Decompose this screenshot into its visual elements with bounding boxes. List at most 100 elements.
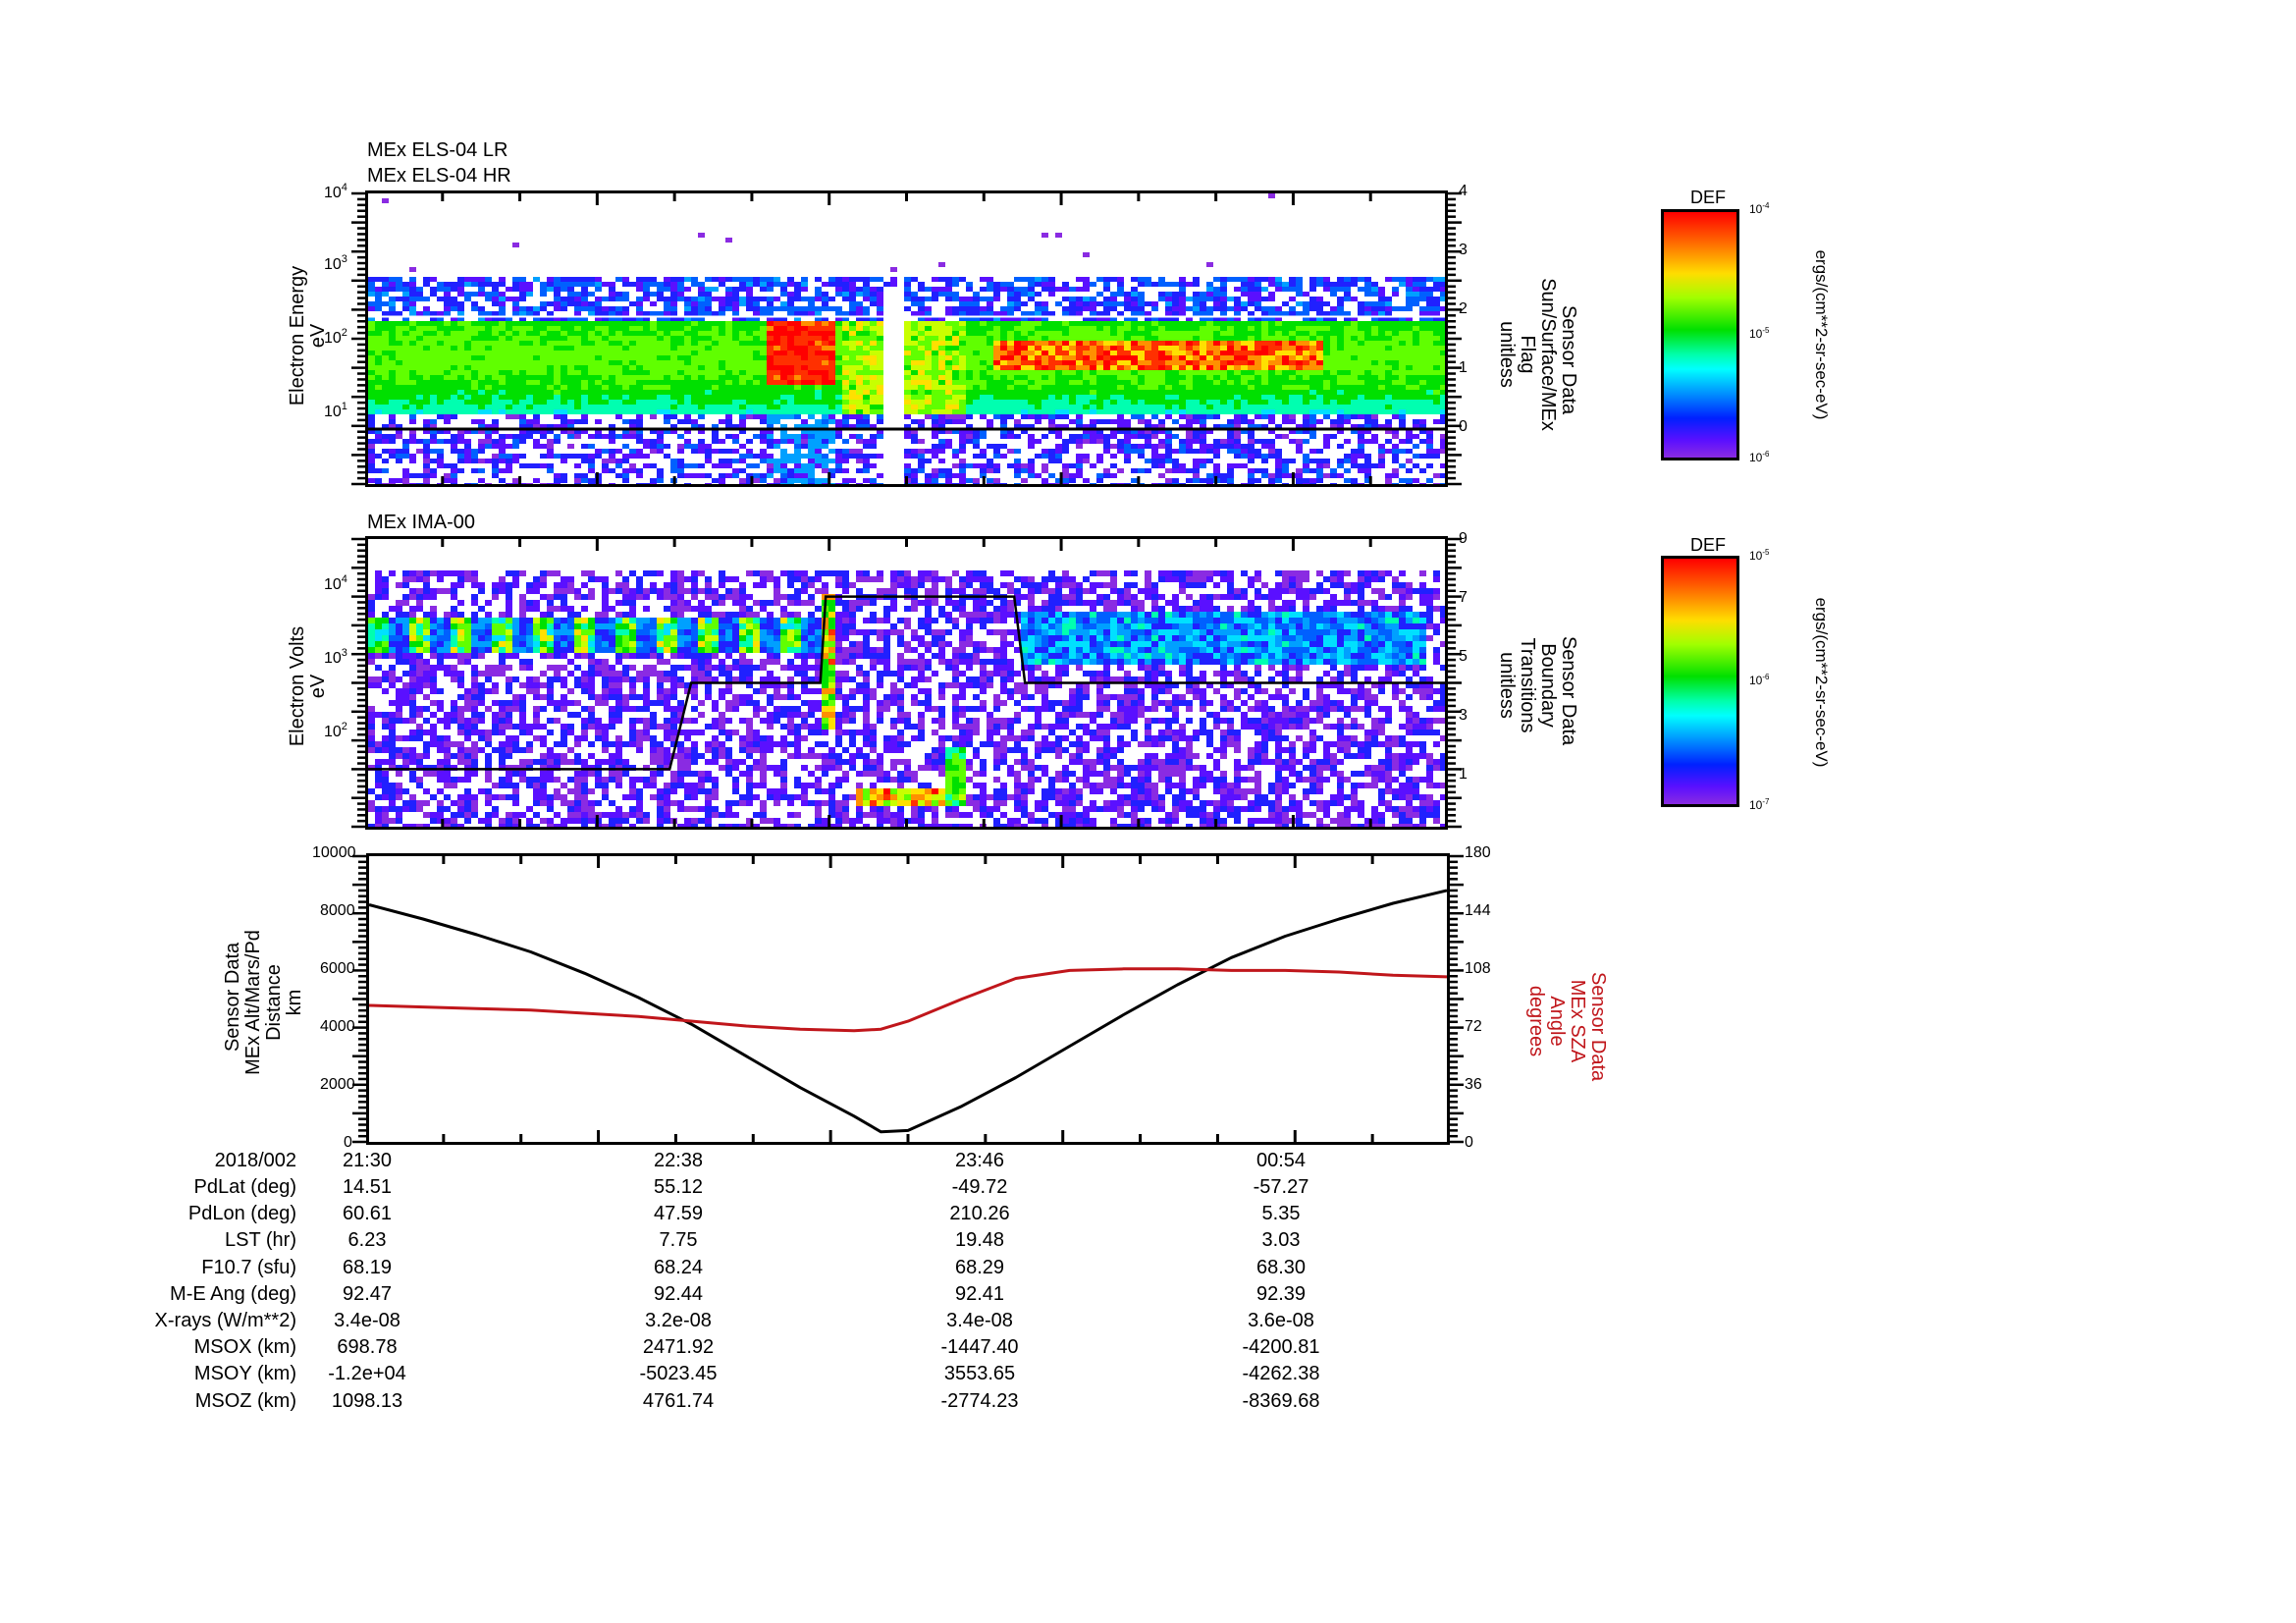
ephemeris-value: 14.51 <box>342 1176 393 1198</box>
els-colorbar-top: 10-4 <box>1749 201 1770 216</box>
ephemeris-row-label: PdLon (deg) <box>187 1203 296 1225</box>
ima-ylabel: Electron Volts eV <box>287 625 329 747</box>
orbit-ytick-6000: 6000 <box>320 960 355 977</box>
ima-right-ylabel: Sensor Data Boundary Transitions unitless <box>1496 635 1579 746</box>
ima-heatmap <box>368 570 1445 827</box>
orbit-right-ylabel: Sensor Data MEx SZA Angle degrees <box>1525 971 1609 1082</box>
ephemeris-row-label: PdLat (deg) <box>193 1176 296 1198</box>
ephemeris-value: -49.72 <box>951 1176 1008 1198</box>
els-right-ytick-2: 2 <box>1459 300 1468 317</box>
els-right-ytick-3: 3 <box>1459 242 1468 258</box>
ephemeris-value: 3.03 <box>1261 1229 1301 1252</box>
orbit-ytick-0: 0 <box>344 1134 352 1151</box>
orbit-ylabel: Sensor Data MEx Alt/Mars/Pd Distance km <box>222 930 305 1075</box>
ephemeris-value: -5023.45 <box>639 1363 718 1385</box>
els-right-ytick-4: 4 <box>1459 183 1468 199</box>
ima-right-ytick-7: 7 <box>1459 589 1468 606</box>
orbit-right-ytick-72: 72 <box>1465 1018 1482 1035</box>
ima-right-ytick-5: 5 <box>1459 648 1468 665</box>
ephemeris-row-label: MSOY (km) <box>193 1363 296 1385</box>
ephemeris-value: -1.2e+04 <box>328 1363 406 1385</box>
ephemeris-value: 6.23 <box>347 1229 387 1252</box>
ephemeris-value: 55.12 <box>653 1176 704 1198</box>
els-title-hr: MEx ELS-04 HR <box>367 165 511 187</box>
els-title-lr: MEx ELS-04 LR <box>367 139 508 161</box>
ima-right-ytick-9: 9 <box>1459 530 1468 547</box>
orbit-ytick-8000: 8000 <box>320 902 355 919</box>
ephemeris-time-2: 23:46 <box>954 1150 1005 1171</box>
ephemeris-time-3: 00:54 <box>1255 1150 1307 1171</box>
els-colorbar <box>1661 209 1739 460</box>
ephemeris-date: 2018/002 <box>214 1150 296 1171</box>
orbit-right-ytick-144: 144 <box>1465 902 1491 919</box>
ephemeris-value: 2471.92 <box>642 1336 715 1359</box>
ephemeris-value: 4761.74 <box>642 1389 715 1412</box>
ephemeris-value: 92.39 <box>1255 1282 1307 1305</box>
ephemeris-value: -1447.40 <box>940 1336 1019 1359</box>
els-colorbar-bottom: 10-6 <box>1749 450 1770 464</box>
ephemeris-value: 3.6e-08 <box>1248 1310 1314 1331</box>
ephemeris-time-0: 21:30 <box>342 1150 393 1171</box>
orbit-ytick-10000: 10000 <box>312 844 356 861</box>
ima-colorbar-units: ergs/(cm**2-sr-sec-eV) <box>1812 597 1831 768</box>
ima-right-ytick-1: 1 <box>1459 766 1468 783</box>
els-ytick-10e1: 101 <box>324 401 347 420</box>
ephemeris-value: 68.19 <box>342 1256 393 1278</box>
ima-colorbar-mid: 10-6 <box>1749 673 1770 687</box>
els-ytick-10e4: 104 <box>324 182 347 201</box>
ephemeris-time-1: 22:38 <box>653 1150 704 1171</box>
ima-colorbar-top: 10-5 <box>1749 548 1770 563</box>
els-ytick-10e3: 103 <box>324 253 347 273</box>
orbit-right-ytick-108: 108 <box>1465 960 1491 977</box>
ima-right-ytick-3: 3 <box>1459 707 1468 724</box>
ima-colorbar-title: DEF <box>1690 535 1726 555</box>
orbit-right-ytick-180: 180 <box>1465 844 1491 861</box>
ephemeris-value: 60.61 <box>342 1203 393 1225</box>
orbit-plot <box>366 853 1450 1145</box>
ephemeris-value: 210.26 <box>949 1203 1010 1225</box>
els-colorbar-mid: 10-5 <box>1749 326 1770 341</box>
orbit-ytick-4000: 4000 <box>320 1018 355 1035</box>
ephemeris-value: 19.48 <box>954 1229 1005 1252</box>
ima-ytick-10e2: 102 <box>324 721 347 740</box>
ephemeris-value: 47.59 <box>653 1203 704 1225</box>
ephemeris-row-label: LST (hr) <box>225 1229 296 1252</box>
ephemeris-value: 3553.65 <box>943 1363 1016 1385</box>
els-right-ylabel: Sensor Data Sun/Surface/MEx Flag unitless <box>1496 278 1579 431</box>
ima-title: MEx IMA-00 <box>367 512 476 533</box>
els-ylabel: Electron Energy eV <box>287 265 329 406</box>
ephemeris-value: -4200.81 <box>1242 1336 1320 1359</box>
ima-ytick-10e4: 104 <box>324 573 347 593</box>
ima-colorbar-bottom: 10-7 <box>1749 797 1770 812</box>
ephemeris-row-label: F10.7 (sfu) <box>201 1256 296 1278</box>
els-colorbar-units: ergs/(cm**2-sr-sec-eV) <box>1812 249 1831 420</box>
ephemeris-value: 3.4e-08 <box>334 1310 400 1331</box>
ephemeris-value: 92.41 <box>954 1282 1005 1305</box>
els-right-ytick-1: 1 <box>1459 359 1468 376</box>
ephemeris-value: -8369.68 <box>1242 1389 1320 1412</box>
ephemeris-value: 3.4e-08 <box>946 1310 1013 1331</box>
ephemeris-value: 3.2e-08 <box>645 1310 712 1331</box>
ephemeris-row-label: X-rays (W/m**2) <box>154 1310 296 1331</box>
ephemeris-row-label: M-E Ang (deg) <box>170 1282 296 1305</box>
ephemeris-value: 68.30 <box>1255 1256 1307 1278</box>
ephemeris-value: 698.78 <box>337 1336 398 1359</box>
ephemeris-value: 68.24 <box>653 1256 704 1278</box>
ephemeris-value: 5.35 <box>1261 1203 1301 1225</box>
els-heatmap <box>368 193 1445 484</box>
ephemeris-value: 92.47 <box>342 1282 393 1305</box>
ima-ytick-10e3: 103 <box>324 647 347 667</box>
orbit-right-ytick-0: 0 <box>1465 1134 1473 1151</box>
ima-colorbar <box>1661 556 1739 807</box>
ephemeris-row-label: MSOX (km) <box>193 1336 296 1359</box>
ephemeris-value: -57.27 <box>1253 1176 1309 1198</box>
els-spectrogram <box>365 190 1448 487</box>
ephemeris-value: 1098.13 <box>331 1389 403 1412</box>
ephemeris-value: -4262.38 <box>1242 1363 1320 1385</box>
els-ytick-10e2: 102 <box>324 327 347 347</box>
ima-spectrogram <box>365 536 1448 830</box>
ephemeris-value: 92.44 <box>653 1282 704 1305</box>
ephemeris-value: 68.29 <box>954 1256 1005 1278</box>
ephemeris-value: -2774.23 <box>940 1389 1019 1412</box>
els-colorbar-title: DEF <box>1690 188 1726 207</box>
